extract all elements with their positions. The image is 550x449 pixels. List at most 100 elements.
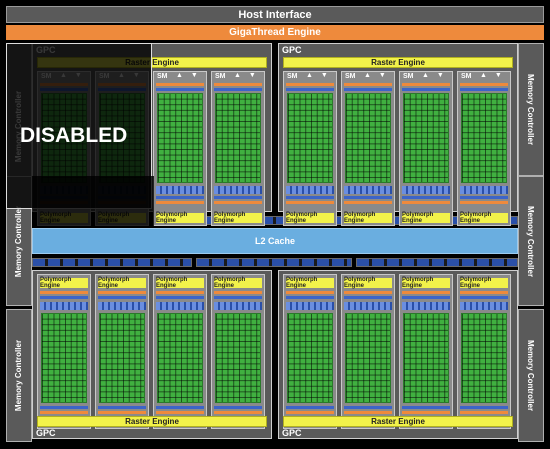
sm-block: SM ▲ ▼ Polymorph Engine — [399, 71, 453, 226]
texture-cache — [214, 201, 262, 204]
cuda-cores — [99, 313, 145, 403]
shared-memory — [402, 196, 450, 199]
texture-cache — [460, 291, 508, 294]
crossbar — [32, 258, 192, 267]
warp-scheduler — [402, 88, 450, 91]
instruction-cache — [402, 83, 450, 86]
warp-scheduler — [214, 406, 262, 409]
memory-controller-label: Memory Controller — [526, 339, 536, 412]
warp-scheduler — [286, 88, 334, 91]
instruction-cache — [402, 411, 450, 414]
memory-controller-label: Memory Controller — [14, 205, 24, 277]
shared-memory — [286, 296, 334, 299]
instruction-cache — [344, 411, 392, 414]
sm-label: SM — [461, 73, 472, 80]
instruction-cache — [40, 411, 88, 414]
cuda-cores — [345, 313, 391, 403]
l2-cache-label: L2 Cache — [254, 236, 296, 246]
warp-scheduler — [40, 406, 88, 409]
warp-scheduler — [344, 406, 392, 409]
warp-scheduler — [98, 406, 146, 409]
sm-block: SM ▲ ▼ Polymorph Engine — [341, 71, 395, 226]
sfu-row — [460, 302, 508, 310]
polymorph-engine: Polymorph Engine — [460, 277, 508, 289]
polymorph-engine: Polymorph Engine — [402, 212, 450, 224]
sm-block: SM ▲ ▼ Polymorph Engine — [283, 71, 337, 226]
disabled-label: DISABLED — [20, 124, 128, 147]
texture-cache — [402, 291, 450, 294]
texture-cache — [98, 291, 146, 294]
sfu-row — [402, 186, 450, 194]
texture-cache — [156, 201, 204, 204]
crossbar — [356, 258, 518, 267]
texture-cache — [460, 201, 508, 204]
instruction-cache — [286, 411, 334, 414]
l2-cache: L2 Cache — [32, 228, 518, 254]
shared-memory — [344, 296, 392, 299]
instruction-cache — [156, 411, 204, 414]
raster-engine: Raster Engine — [283, 416, 513, 427]
texture-cache — [344, 201, 392, 204]
instruction-cache — [460, 83, 508, 86]
polymorph-engine: Polymorph Engine — [402, 277, 450, 289]
cuda-cores — [403, 313, 449, 403]
polymorph-engine: Polymorph Engine — [460, 212, 508, 224]
shared-memory — [156, 196, 204, 199]
shared-memory — [460, 196, 508, 199]
sfu-row — [286, 186, 334, 194]
instruction-cache — [460, 411, 508, 414]
instruction-cache — [214, 411, 262, 414]
instruction-cache — [156, 83, 204, 86]
cuda-cores — [461, 93, 507, 183]
cuda-cores — [287, 93, 333, 183]
sfu-row — [156, 186, 204, 194]
sfu-row — [214, 302, 262, 310]
sfu-row — [460, 186, 508, 194]
disabled-region-notch — [32, 176, 154, 226]
crossbar — [196, 258, 352, 267]
instruction-cache — [344, 83, 392, 86]
polymorph-engine: Polymorph Engine — [286, 277, 334, 289]
warp-scheduler — [402, 406, 450, 409]
sm-block: SM ▲ ▼ Polymorph Engine — [457, 71, 511, 226]
shared-memory — [402, 296, 450, 299]
texture-cache — [40, 291, 88, 294]
polymorph-engine: Polymorph Engine — [98, 277, 146, 289]
warp-scheduler — [214, 88, 262, 91]
warp-scheduler — [344, 88, 392, 91]
shared-memory — [460, 296, 508, 299]
polymorph-engine: Polymorph Engine — [40, 277, 88, 289]
sm-arrows: ▲ ▼ — [234, 72, 259, 79]
sfu-row — [344, 186, 392, 194]
cuda-cores — [345, 93, 391, 183]
sfu-row — [344, 302, 392, 310]
cuda-cores — [403, 93, 449, 183]
sfu-row — [98, 302, 146, 310]
memory-controller: Memory Controller — [518, 309, 544, 442]
texture-cache — [214, 291, 262, 294]
sfu-row — [402, 302, 450, 310]
cuda-cores — [157, 313, 203, 403]
sm-arrows: ▲ ▼ — [306, 72, 331, 79]
raster-engine: Raster Engine — [37, 416, 267, 427]
warp-scheduler — [460, 88, 508, 91]
gigathread-engine: GigaThread Engine — [6, 25, 544, 40]
texture-cache — [156, 291, 204, 294]
sfu-row — [156, 302, 204, 310]
sfu-row — [286, 302, 334, 310]
cuda-cores — [461, 313, 507, 403]
gpc-label: GPC — [282, 428, 302, 438]
shared-memory — [344, 196, 392, 199]
memory-controller-label: Memory Controller — [526, 205, 536, 277]
shared-memory — [156, 296, 204, 299]
cuda-cores — [287, 313, 333, 403]
